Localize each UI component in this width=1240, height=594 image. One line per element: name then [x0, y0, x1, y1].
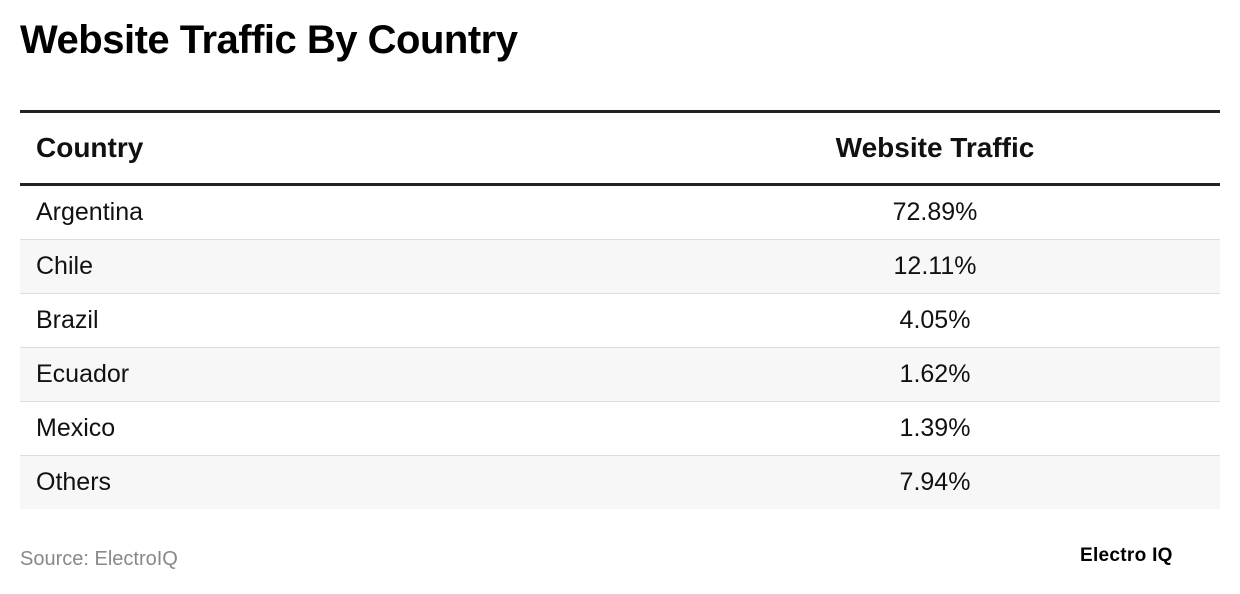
traffic-cell: 12.11%: [650, 239, 1220, 294]
table-row: Ecuador 1.62%: [20, 347, 1220, 402]
traffic-cell: 4.05%: [650, 293, 1220, 348]
traffic-cell: 1.39%: [650, 401, 1220, 456]
country-cell: Mexico: [20, 401, 650, 456]
traffic-cell: 7.94%: [899, 468, 971, 496]
country-cell: Others: [36, 468, 112, 496]
table-row: Chile 12.11%: [20, 239, 1220, 294]
traffic-cell: 72.89%: [650, 184, 1220, 240]
country-cell: Chile: [20, 239, 650, 294]
country-cell: Argentina: [20, 184, 650, 240]
table-body: Argentina 72.89% Chile 12.11% Brazil 4.05% Ecu…: [20, 184, 1220, 509]
traffic-cell: 1.62%: [650, 347, 1220, 402]
table-row: Mexico 1.39%: [20, 401, 1220, 456]
table-row: Brazil 4.05%: [20, 293, 1220, 348]
logo: Electro IQ: [1080, 545, 1173, 566]
column-header: Website Traffic: [650, 111, 1220, 186]
title: Website Traffic By Country: [20, 18, 518, 62]
traffic-table: Country Website Traffic Argentina 72.89% C…: [20, 110, 1220, 509]
country-cell: Brazil: [20, 293, 650, 348]
header-row: Country Website Traffic: [20, 111, 1220, 186]
column-header: Country: [20, 111, 650, 186]
country-cell: Ecuador: [20, 347, 650, 402]
source: Source: ElectroIQ: [20, 548, 178, 570]
table-row: Argentina 72.89%: [20, 184, 1220, 240]
table-row: Others 7.94%: [20, 455, 1220, 509]
